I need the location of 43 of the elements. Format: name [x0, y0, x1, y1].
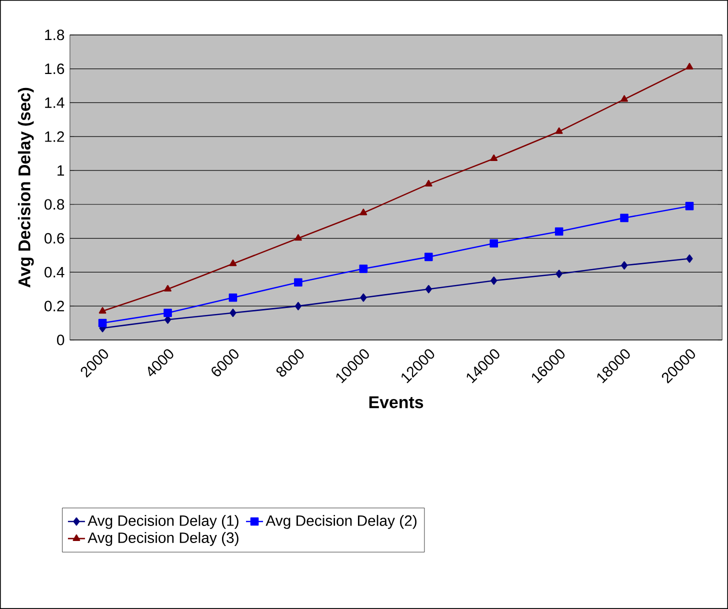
- point: [294, 278, 302, 287]
- point: [229, 260, 237, 266]
- point: [620, 214, 628, 222]
- point: [164, 284, 172, 292]
- point: [685, 202, 694, 210]
- point: [686, 62, 694, 70]
- point: [424, 180, 432, 186]
- point: [425, 284, 432, 294]
- point: [98, 318, 107, 328]
- legend-label: Avg Decision Delay (1): [88, 514, 238, 529]
- y-tick-label: 1.4: [45, 98, 64, 108]
- point: [359, 264, 368, 273]
- point: [621, 261, 628, 270]
- y-tick-label: 1.2: [45, 131, 64, 142]
- point: [294, 234, 302, 241]
- point: [424, 252, 433, 262]
- point: [556, 270, 562, 278]
- legend-label: Avg Decision Delay (3): [88, 532, 238, 546]
- y-tick-label: 1.8: [45, 30, 64, 40]
- point: [490, 239, 498, 248]
- point: [164, 308, 172, 318]
- point: [360, 208, 368, 216]
- point: [620, 95, 628, 102]
- point: [555, 127, 563, 134]
- point: [360, 293, 367, 302]
- point: [230, 308, 236, 318]
- y-axis-title: Avg Decision Delay (sec): [18, 88, 34, 288]
- x-axis-title: Events: [369, 396, 424, 408]
- y-tick-label: 0.4: [44, 266, 64, 278]
- point: [490, 276, 498, 285]
- point: [294, 302, 302, 310]
- y-tick-label: 0.6: [44, 233, 64, 244]
- point: [490, 154, 498, 162]
- point: [228, 293, 238, 302]
- y-tick-label: 0.8: [44, 199, 64, 210]
- point: [686, 254, 693, 263]
- y-tick-label: 1.6: [45, 64, 64, 74]
- legend-label: Avg Decision Delay (2): [266, 514, 416, 529]
- point: [98, 307, 106, 314]
- y-tick-label: 1: [58, 165, 64, 176]
- y-tick-label: 0: [57, 334, 64, 346]
- point: [554, 227, 564, 236]
- y-tick-label: 0.2: [44, 300, 64, 312]
